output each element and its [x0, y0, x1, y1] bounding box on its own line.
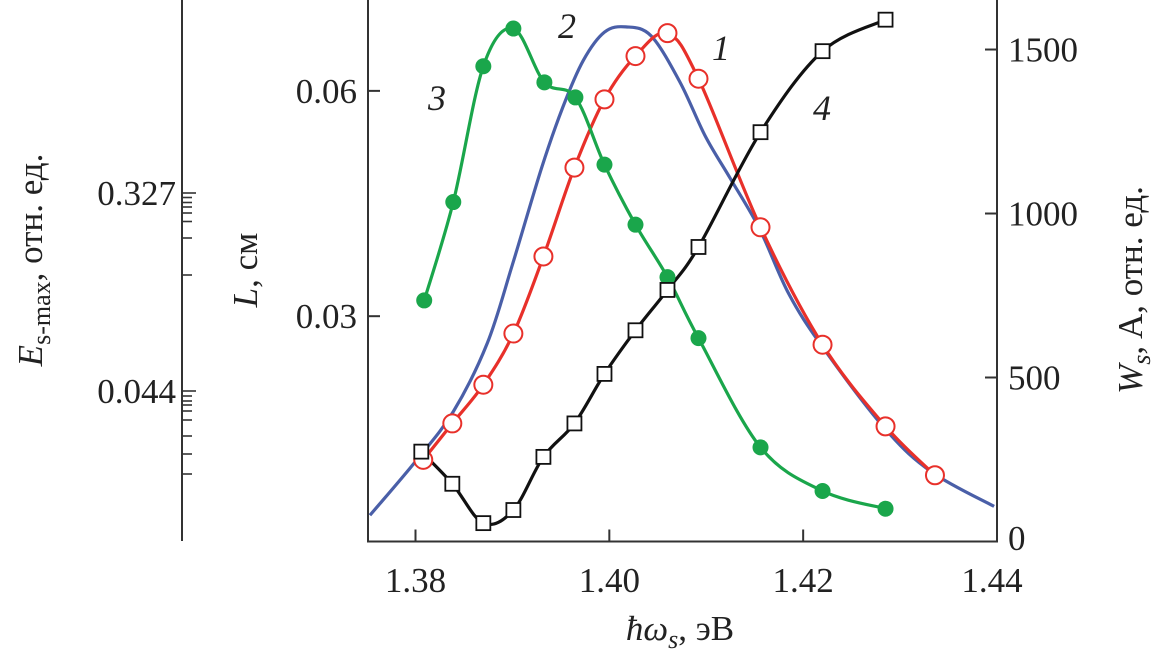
x-tick-label: 1.38 [385, 561, 446, 600]
data-point-series-1 [564, 157, 585, 178]
data-point-series-1 [750, 217, 771, 238]
data-point-series-1 [625, 46, 646, 67]
curve-label-2: 2 [558, 6, 576, 46]
left-axis-title: L, см [226, 233, 265, 309]
data-point-series-1 [812, 334, 833, 355]
x-tick-label: 1.42 [773, 561, 834, 600]
data-point-series-3 [690, 330, 707, 347]
data-point-series-3 [659, 269, 676, 286]
far-left-tick-label-0044: 0.044 [97, 372, 176, 411]
x-axis-title-sub: s [668, 625, 678, 654]
data-point-series-1 [924, 465, 945, 486]
curve-label-1: 1 [712, 28, 730, 68]
data-point-series-3 [416, 292, 433, 309]
data-point-series-1 [442, 413, 463, 434]
left-y-tick-label: 0.03 [296, 297, 357, 336]
x-axis-title: ħωs, эВ [626, 609, 734, 654]
data-point-series-3 [536, 74, 553, 91]
data-point-series-1 [503, 323, 524, 344]
left-y-tick-label: 0.06 [296, 72, 357, 111]
right-axis-title: Ws, A, отн. ед. [1111, 186, 1156, 394]
data-point-series-4 [413, 443, 430, 460]
right-y-tick-label: 500 [1008, 359, 1061, 398]
data-point-series-3 [475, 58, 492, 75]
data-point-series-4 [444, 475, 461, 492]
data-point-series-4 [752, 124, 769, 141]
curve-label-4: 4 [813, 88, 831, 128]
data-point-series-4 [566, 415, 583, 432]
x-tick-label: 1.44 [961, 561, 1022, 600]
x-axis-title-main: ħω [626, 609, 668, 648]
series-line-1 [421, 30, 937, 477]
right-axis-title-rest: , A, отн. ед. [1111, 186, 1150, 355]
data-point-series-1 [657, 23, 678, 44]
data-point-series-4 [596, 366, 613, 382]
data-point-series-3 [627, 216, 644, 233]
left-axis-title-main: L [226, 288, 265, 308]
curve-label-3: 3 [427, 78, 446, 118]
far-left-tick-label-0327: 0.327 [97, 174, 176, 213]
data-point-series-1 [533, 246, 554, 267]
left-axis-title-rest: , см [226, 233, 265, 288]
right-axis-title-main: W [1111, 362, 1150, 394]
far-left-axis-title: Es-max, отн. ед. [11, 154, 56, 368]
right-y-tick-label: 1500 [1008, 31, 1078, 70]
data-point-series-3 [445, 194, 462, 211]
right-y-tick-label: 0 [1008, 519, 1026, 558]
data-point-series-3 [567, 89, 584, 106]
data-point-series-1 [473, 374, 494, 395]
data-point-series-3 [877, 500, 894, 517]
data-point-series-4 [814, 43, 831, 60]
data-point-series-4 [505, 502, 522, 518]
far-left-axis-title-main: E [11, 345, 50, 367]
data-point-series-3 [596, 156, 613, 173]
data-point-series-1 [688, 68, 709, 89]
right-axis-title-sub: s [1127, 355, 1156, 365]
far-left-axis: 0.327 0.044 Es-max, отн. ед. [11, 0, 196, 541]
data-point-series-4 [535, 448, 552, 465]
right-y-tick-label: 1000 [1008, 195, 1078, 234]
data-point-series-1 [594, 89, 615, 110]
data-point-series-3 [814, 482, 831, 499]
data-point-series-3 [752, 439, 769, 456]
data-point-series-4 [690, 239, 707, 255]
data-point-series-3 [505, 20, 522, 37]
data-point-series-4 [877, 11, 894, 28]
data-point-series-4 [627, 322, 644, 339]
far-left-axis-title-sub: s-max [27, 281, 56, 345]
data-point-series-4 [659, 282, 676, 298]
data-point-series-1 [875, 416, 896, 437]
x-tick-label: 1.40 [579, 561, 640, 600]
far-left-axis-title-rest: , отн. ед. [11, 154, 50, 282]
data-point-series-4 [475, 515, 492, 532]
x-axis-title-rest: , эВ [678, 609, 734, 648]
